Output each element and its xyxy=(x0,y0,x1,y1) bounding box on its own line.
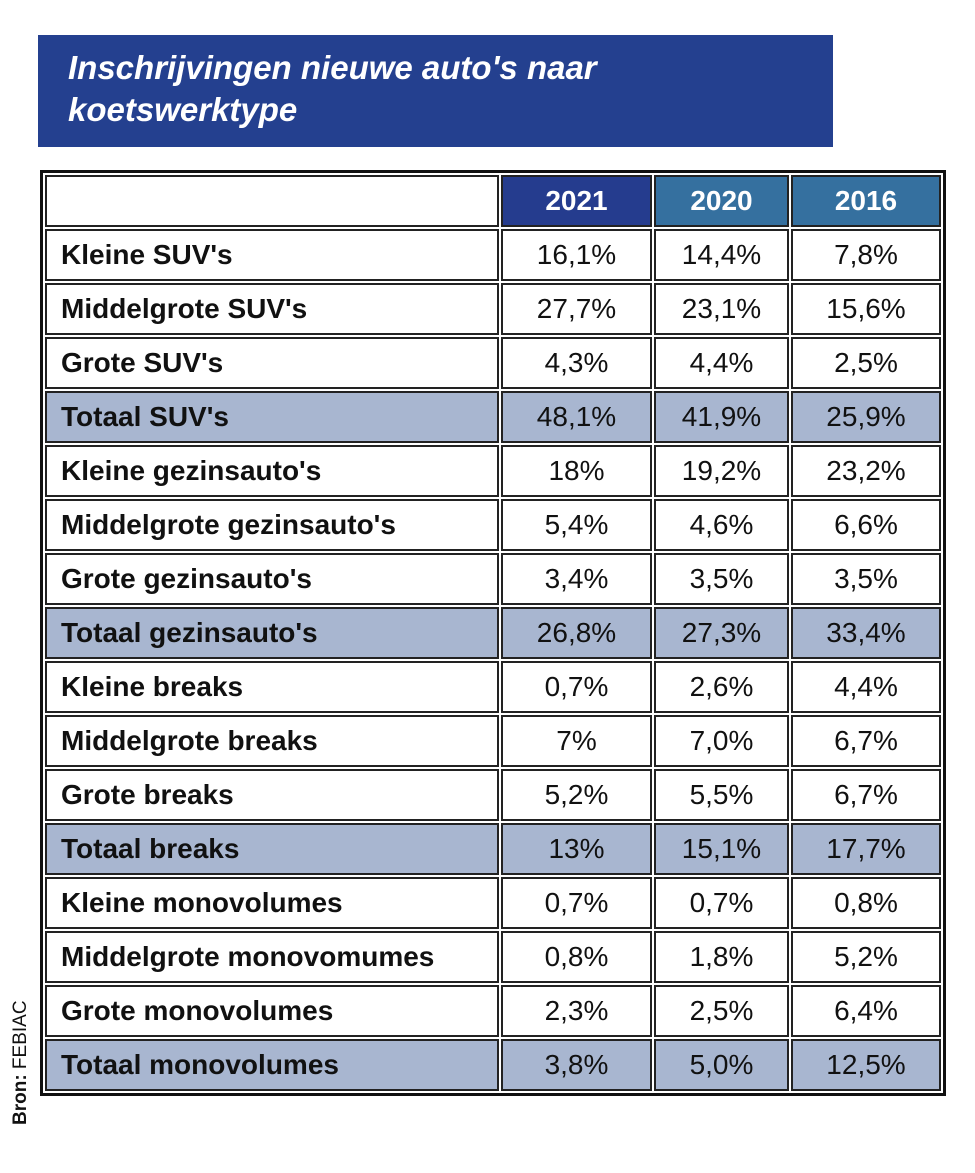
cell-value: 23,1% xyxy=(654,283,789,335)
row: Grote breaks 5,2% 5,5% 6,7% xyxy=(45,769,941,821)
cell-value: 7% xyxy=(501,715,652,767)
row-label: Totaal monovolumes xyxy=(45,1039,499,1091)
row: Kleine SUV's 16,1% 14,4% 7,8% xyxy=(45,229,941,281)
cell-value: 13% xyxy=(501,823,652,875)
cell-value: 5,2% xyxy=(501,769,652,821)
cell-value: 1,8% xyxy=(654,931,789,983)
cell-value: 4,4% xyxy=(791,661,941,713)
cell-value: 5,5% xyxy=(654,769,789,821)
cell-value: 6,6% xyxy=(791,499,941,551)
cell-value: 23,2% xyxy=(791,445,941,497)
year-header: 2021 xyxy=(501,175,652,227)
cell-value: 12,5% xyxy=(791,1039,941,1091)
header-row: 2021 2020 2016 xyxy=(45,175,941,227)
row: Grote monovolumes 2,3% 2,5% 6,4% xyxy=(45,985,941,1037)
cell-value: 0,8% xyxy=(501,931,652,983)
row-label: Kleine breaks xyxy=(45,661,499,713)
row: Kleine monovolumes 0,7% 0,7% 0,8% xyxy=(45,877,941,929)
total-row: Totaal gezinsauto's 26,8% 27,3% 33,4% xyxy=(45,607,941,659)
row-label: Middelgrote monovomumes xyxy=(45,931,499,983)
cell-value: 2,6% xyxy=(654,661,789,713)
row-label: Middelgrote SUV's xyxy=(45,283,499,335)
row: Middelgrote gezinsauto's 5,4% 4,6% 6,6% xyxy=(45,499,941,551)
title: Inschrijvingen nieuwe auto's naar koetsw… xyxy=(38,35,833,147)
cell-value: 7,0% xyxy=(654,715,789,767)
row: Middelgrote SUV's 27,7% 23,1% 15,6% xyxy=(45,283,941,335)
cell-value: 48,1% xyxy=(501,391,652,443)
cell-value: 6,7% xyxy=(791,715,941,767)
row: Kleine breaks 0,7% 2,6% 4,4% xyxy=(45,661,941,713)
row-label: Totaal breaks xyxy=(45,823,499,875)
row-label: Grote SUV's xyxy=(45,337,499,389)
corner-cell xyxy=(45,175,499,227)
row-label: Grote monovolumes xyxy=(45,985,499,1037)
source: Bron: FEBIAC xyxy=(10,1000,32,1125)
row-label: Kleine SUV's xyxy=(45,229,499,281)
cell-value: 26,8% xyxy=(501,607,652,659)
cell-value: 19,2% xyxy=(654,445,789,497)
cell-value: 2,3% xyxy=(501,985,652,1037)
cell-value: 27,7% xyxy=(501,283,652,335)
source-text: FEBIAC xyxy=(10,1000,31,1070)
row-label: Kleine monovolumes xyxy=(45,877,499,929)
cell-value: 4,4% xyxy=(654,337,789,389)
year-header: 2016 xyxy=(791,175,941,227)
row-label: Kleine gezinsauto's xyxy=(45,445,499,497)
cell-value: 18% xyxy=(501,445,652,497)
cell-value: 4,6% xyxy=(654,499,789,551)
cell-value: 0,7% xyxy=(501,877,652,929)
row-label: Totaal SUV's xyxy=(45,391,499,443)
cell-value: 0,7% xyxy=(501,661,652,713)
cell-value: 27,3% xyxy=(654,607,789,659)
cell-value: 5,0% xyxy=(654,1039,789,1091)
row: Middelgrote breaks 7% 7,0% 6,7% xyxy=(45,715,941,767)
cell-value: 5,2% xyxy=(791,931,941,983)
cell-value: 17,7% xyxy=(791,823,941,875)
cell-value: 15,1% xyxy=(654,823,789,875)
row-label: Grote gezinsauto's xyxy=(45,553,499,605)
cell-value: 4,3% xyxy=(501,337,652,389)
cell-value: 3,4% xyxy=(501,553,652,605)
cell-value: 41,9% xyxy=(654,391,789,443)
cell-value: 15,6% xyxy=(791,283,941,335)
cell-value: 2,5% xyxy=(654,985,789,1037)
cell-value: 3,5% xyxy=(654,553,789,605)
row: Kleine gezinsauto's 18% 19,2% 23,2% xyxy=(45,445,941,497)
row-label: Totaal gezinsauto's xyxy=(45,607,499,659)
cell-value: 7,8% xyxy=(791,229,941,281)
cell-value: 0,8% xyxy=(791,877,941,929)
cell-value: 5,4% xyxy=(501,499,652,551)
row: Grote SUV's 4,3% 4,4% 2,5% xyxy=(45,337,941,389)
source-label: Bron: xyxy=(10,1074,31,1125)
cell-value: 33,4% xyxy=(791,607,941,659)
table: 2021 2020 2016 Kleine SUV's 16,1% 14,4% 7,8% Mi… xyxy=(40,170,946,1096)
total-row: Totaal monovolumes 3,8% 5,0% 12,5% xyxy=(45,1039,941,1091)
row: Middelgrote monovomumes 0,8% 1,8% 5,2% xyxy=(45,931,941,983)
total-row: Totaal SUV's 48,1% 41,9% 25,9% xyxy=(45,391,941,443)
cell-value: 14,4% xyxy=(654,229,789,281)
cell-value: 25,9% xyxy=(791,391,941,443)
cell-value: 6,4% xyxy=(791,985,941,1037)
row-label: Grote breaks xyxy=(45,769,499,821)
cell-value: 3,5% xyxy=(791,553,941,605)
row-label: Middelgrote breaks xyxy=(45,715,499,767)
cell-value: 3,8% xyxy=(501,1039,652,1091)
cell-value: 6,7% xyxy=(791,769,941,821)
cell-value: 2,5% xyxy=(791,337,941,389)
year-header: 2020 xyxy=(654,175,789,227)
cell-value: 0,7% xyxy=(654,877,789,929)
row: Grote gezinsauto's 3,4% 3,5% 3,5% xyxy=(45,553,941,605)
total-row: Totaal breaks 13% 15,1% 17,7% xyxy=(45,823,941,875)
row-label: Middelgrote gezinsauto's xyxy=(45,499,499,551)
cell-value: 16,1% xyxy=(501,229,652,281)
